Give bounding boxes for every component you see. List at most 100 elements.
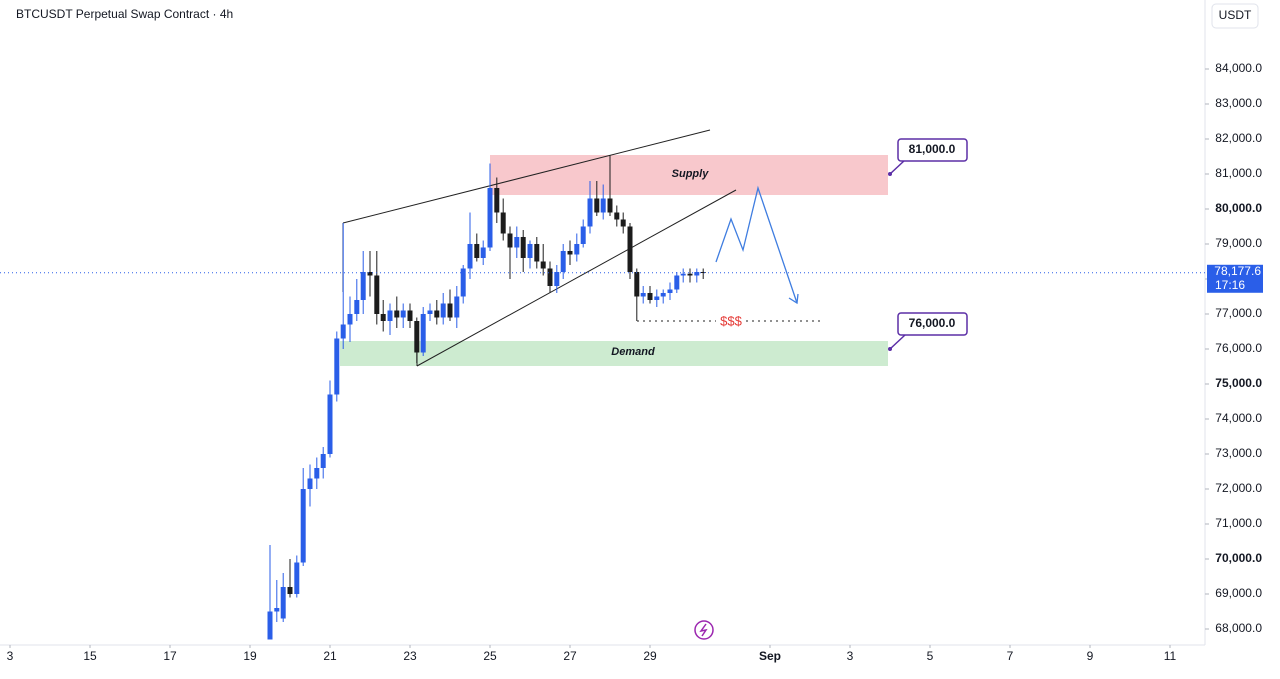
- candle-body: [474, 243, 480, 258]
- y-tick-label: 74,000.0: [1215, 411, 1262, 425]
- countdown-label: 17:16: [1215, 278, 1245, 292]
- y-tick-label: 84,000.0: [1215, 61, 1262, 75]
- y-tick-label: 82,000.0: [1215, 131, 1262, 145]
- candle-body: [334, 338, 340, 395]
- y-tick-label: 79,000.0: [1215, 236, 1262, 250]
- event-icon[interactable]: [694, 620, 714, 640]
- liquidity-label: $$$: [720, 313, 742, 328]
- candle-body: [327, 394, 333, 454]
- candle-body: [380, 313, 386, 321]
- x-tick-label: 29: [643, 649, 657, 663]
- candle-body: [567, 250, 573, 255]
- candle-body: [507, 233, 513, 248]
- callout-text: 76,000.0: [909, 316, 956, 330]
- candle-body: [647, 292, 653, 300]
- callout-dot: [888, 347, 892, 351]
- x-tick-label: 23: [403, 649, 417, 663]
- candle-body: [634, 271, 640, 297]
- candle-body: [367, 271, 373, 276]
- x-tick-label: 25: [483, 649, 497, 663]
- candle-body: [547, 268, 553, 286]
- candle-body: [687, 273, 693, 276]
- candle-body: [307, 478, 313, 490]
- callout-pointer: [889, 159, 906, 175]
- candle-body: [494, 187, 500, 213]
- callout-pointer: [889, 334, 906, 350]
- demand-label: Demand: [611, 346, 655, 358]
- candle-body: [267, 611, 273, 640]
- candle-body: [614, 212, 620, 220]
- candle-body: [527, 243, 533, 258]
- chart-title: BTCUSDT Perpetual Swap Contract · 4h: [16, 7, 233, 21]
- candle-body: [554, 271, 560, 286]
- projection-arrow: [788, 293, 799, 305]
- x-tick-label: 7: [1007, 649, 1014, 663]
- candle-body: [674, 275, 680, 290]
- currency-button[interactable]: [1211, 3, 1259, 29]
- candle-body: [514, 236, 520, 248]
- candle-body: [454, 296, 460, 318]
- supply-label: Supply: [672, 168, 710, 180]
- candle-body: [500, 212, 506, 234]
- supply-zone: [490, 155, 888, 195]
- x-tick-label: 19: [243, 649, 257, 663]
- y-tick-label: 69,000.0: [1215, 586, 1262, 600]
- candle-body: [640, 292, 646, 297]
- currency-button-label: USDT: [1219, 8, 1252, 22]
- plot-area: Supply Demand $$$ 81,000.0 76,000.0: [267, 129, 968, 640]
- x-tick-label: 5: [927, 649, 934, 663]
- event-icon-bolt: [699, 623, 708, 637]
- candle-body: [447, 303, 453, 318]
- candle-body: [620, 219, 626, 227]
- x-tick-label: 15: [83, 649, 97, 663]
- candle-body: [580, 226, 586, 244]
- candle-body: [300, 489, 306, 563]
- candle-body: [654, 296, 660, 300]
- candle-body: [427, 310, 433, 314]
- candle-body: [347, 313, 353, 325]
- y-tick-label: 72,000.0: [1215, 481, 1262, 495]
- candle-body: [280, 587, 286, 619]
- candle-body: [294, 562, 300, 595]
- candle-body: [560, 250, 566, 272]
- candle-body: [374, 275, 380, 314]
- candle-body: [434, 310, 440, 318]
- wedge-lower: [416, 189, 737, 367]
- candle-body: [534, 243, 540, 262]
- callout-dot: [888, 172, 892, 176]
- x-tick-label: 21: [323, 649, 337, 663]
- demand-zone: [340, 341, 888, 366]
- candle-body: [414, 320, 420, 353]
- candle-body: [487, 187, 493, 248]
- y-tick-label: 71,000.0: [1215, 516, 1262, 530]
- callout-box: [897, 138, 968, 162]
- candle-body: [587, 198, 593, 227]
- x-tick-label: 17: [163, 649, 177, 663]
- x-tick-label: 9: [1087, 649, 1094, 663]
- candle-body: [667, 289, 673, 293]
- y-tick-label: 81,000.0: [1215, 166, 1262, 180]
- y-tick-label: 75,000.0: [1215, 376, 1262, 390]
- y-tick-label: 70,000.0: [1215, 551, 1262, 565]
- x-tick-label: 27: [563, 649, 577, 663]
- candle-body: [420, 313, 426, 353]
- candle-body: [440, 303, 446, 318]
- candle-body: [340, 324, 346, 339]
- candle-body: [540, 261, 546, 269]
- candle-body: [467, 243, 473, 269]
- candle-body: [287, 587, 293, 595]
- candle-body: [594, 198, 600, 213]
- candle-body: [680, 273, 686, 276]
- candle-body: [694, 271, 700, 276]
- x-tick-label: 3: [7, 649, 14, 663]
- y-tick-label: 68,000.0: [1215, 621, 1262, 635]
- candle-body: [320, 453, 326, 468]
- callout-box: [897, 312, 968, 336]
- candle-body: [407, 310, 413, 321]
- candle-body: [520, 236, 526, 258]
- projection-path: [715, 185, 798, 304]
- candle-body: [314, 467, 320, 479]
- candle-body: [400, 310, 406, 318]
- candle-body: [394, 310, 400, 318]
